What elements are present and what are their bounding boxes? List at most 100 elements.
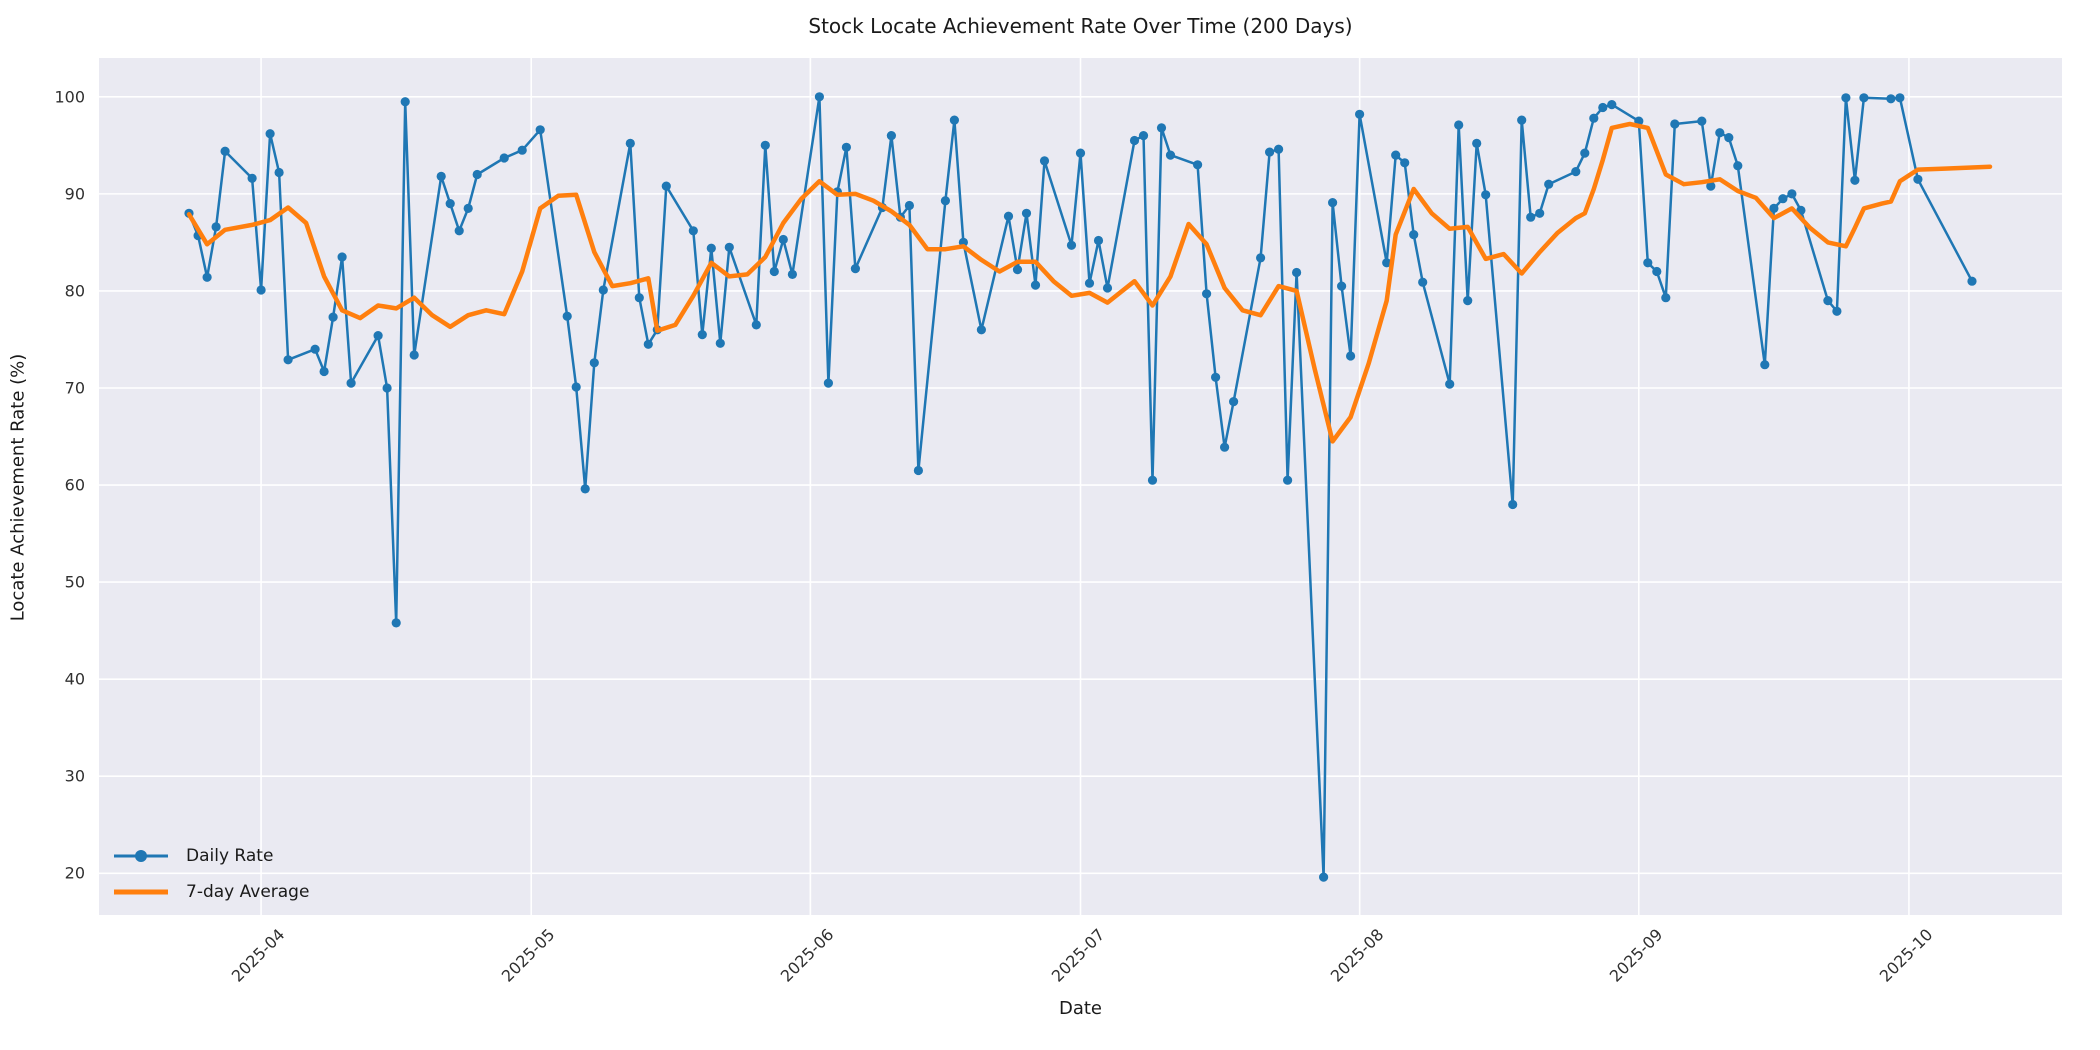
daily-rate-marker (1409, 230, 1419, 240)
daily-rate-marker (472, 169, 482, 180)
daily-rate-marker (580, 484, 590, 494)
daily-rate-marker (310, 344, 320, 354)
daily-rate-marker (1760, 360, 1770, 370)
daily-rate-marker (1382, 258, 1392, 268)
daily-rate-marker (1697, 116, 1707, 126)
daily-rate-marker (634, 293, 644, 303)
daily-rate-marker (1580, 148, 1590, 158)
daily-rate-marker (1787, 189, 1797, 199)
y-tick-label: 60 (64, 475, 85, 495)
daily-rate-marker (1706, 181, 1716, 191)
y-tick-label: 50 (64, 572, 85, 592)
daily-rate-marker (319, 366, 329, 377)
daily-rate-marker (1589, 113, 1599, 123)
daily-rate-marker (1913, 174, 1923, 184)
daily-rate-marker (1535, 208, 1545, 218)
daily-rate-marker (1859, 93, 1869, 103)
daily-rate-marker (1400, 158, 1410, 168)
daily-rate-marker (1265, 147, 1275, 157)
daily-rate-marker (1841, 93, 1851, 103)
legend-item-7day-average: 7-day Average (112, 874, 309, 910)
daily-rate-marker (625, 138, 635, 148)
daily-rate-marker (1256, 253, 1266, 263)
daily-rate-marker (1463, 296, 1473, 306)
daily-rate-marker (769, 266, 779, 277)
daily-rate-marker (1886, 94, 1896, 104)
daily-rate-marker (1003, 211, 1014, 221)
daily-rate-marker (1517, 115, 1527, 125)
daily-rate-marker (1733, 161, 1743, 171)
daily-rate-marker (787, 269, 798, 279)
daily-rate-marker (1445, 379, 1455, 389)
daily-rate-marker (643, 339, 653, 349)
daily-rate-marker (517, 145, 527, 155)
daily-rate-marker (211, 222, 221, 232)
daily-rate-marker (328, 312, 338, 322)
daily-rate-marker (1039, 156, 1050, 166)
daily-rate-marker (1129, 135, 1140, 146)
daily-rate-marker (598, 285, 608, 295)
y-tick-label: 90 (64, 184, 85, 204)
daily-rate-marker (1102, 283, 1113, 293)
daily-rate-marker (886, 131, 897, 141)
daily-rate-marker (1283, 475, 1293, 485)
daily-rate-marker (1670, 119, 1680, 129)
daily-rate-marker (1481, 190, 1491, 200)
daily-rate-marker (382, 383, 392, 393)
daily-rate-marker (1769, 203, 1779, 213)
daily-rate-marker (1778, 194, 1788, 204)
daily-rate-marker (346, 378, 356, 388)
daily-rate-marker (1715, 128, 1725, 138)
daily-rate-marker (841, 142, 852, 152)
daily-rate-marker (823, 378, 834, 388)
daily-rate-marker (904, 200, 915, 211)
daily-rate-marker (751, 320, 761, 330)
daily-rate-marker (1193, 160, 1203, 170)
daily-rate-marker (283, 355, 293, 365)
daily-rate-marker (1967, 276, 1977, 286)
daily-rate-marker (1229, 397, 1239, 407)
legend-item-daily-rate: Daily Rate (112, 838, 309, 874)
y-tick-label: 40 (64, 669, 85, 689)
daily-rate-marker (1823, 296, 1833, 306)
daily-rate-marker (1850, 175, 1860, 185)
daily-rate-marker (202, 272, 212, 282)
daily-rate-marker (1544, 179, 1554, 189)
daily-rate-marker (256, 285, 266, 295)
daily-rate-marker (1030, 280, 1041, 290)
daily-rate-marker (535, 125, 545, 135)
daily-rate-marker (589, 358, 599, 368)
daily-rate-line-swatch (112, 838, 170, 874)
daily-rate-marker (760, 140, 770, 150)
daily-rate-marker (391, 618, 401, 628)
daily-rate-marker (1319, 872, 1329, 882)
daily-rate-marker (1012, 265, 1023, 275)
daily-rate-marker (706, 243, 716, 253)
daily-rate-marker (1355, 109, 1365, 119)
daily-rate-marker (715, 338, 725, 348)
daily-rate-marker (1391, 150, 1401, 160)
daily-rate-marker (1643, 258, 1653, 268)
daily-rate-marker (814, 92, 825, 102)
y-tick-label: 100 (54, 87, 85, 107)
y-tick-label: 20 (64, 863, 85, 883)
daily-rate-marker (778, 234, 788, 245)
daily-rate-marker (400, 97, 410, 107)
daily-rate-line (187, 95, 1974, 879)
daily-rate-marker (724, 242, 734, 252)
daily-rate-marker (1652, 266, 1662, 277)
daily-rate-marker (1337, 281, 1347, 291)
daily-rate-marker (1607, 100, 1617, 110)
y-tick-label: 70 (64, 378, 85, 398)
daily-rate-marker (940, 196, 951, 206)
daily-rate-marker (436, 171, 446, 181)
daily-rate-marker (499, 153, 509, 163)
daily-rate-marker (1066, 240, 1077, 250)
daily-rate-marker (913, 465, 924, 476)
daily-rate-marker (1211, 372, 1221, 382)
daily-rate-marker (1274, 144, 1284, 154)
daily-rate-marker (1093, 235, 1104, 246)
chart-title: Stock Locate Achievement Rate Over Time … (808, 14, 1353, 38)
daily-rate-marker (1075, 148, 1086, 158)
